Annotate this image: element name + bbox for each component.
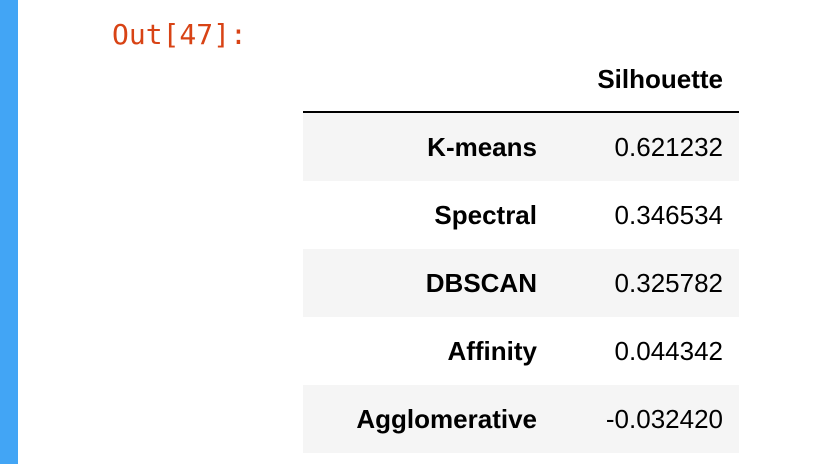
- table-row: Spectral 0.346534: [303, 181, 739, 249]
- row-label: K-means: [427, 131, 537, 162]
- row-value: 0.621232: [614, 131, 723, 162]
- index-header: [303, 47, 553, 113]
- table-row: Agglomerative -0.032420: [303, 385, 739, 453]
- row-label: Agglomerative: [356, 403, 537, 434]
- output-prompt: Out[47]:: [112, 18, 247, 51]
- table-row: DBSCAN 0.325782: [303, 249, 739, 317]
- column-header-silhouette: Silhouette: [553, 47, 739, 113]
- row-label: Spectral: [434, 199, 537, 230]
- row-value: 0.325782: [614, 267, 723, 298]
- row-value: -0.032420: [605, 403, 723, 434]
- table-row: K-means 0.621232: [303, 112, 739, 181]
- dataframe-table: Silhouette K-means 0.621232 Spectral 0.3…: [303, 47, 739, 453]
- row-label: Affinity: [447, 335, 537, 366]
- row-value: 0.044342: [614, 335, 723, 366]
- row-label: DBSCAN: [425, 267, 537, 298]
- table-row: Affinity 0.044342: [303, 317, 739, 385]
- cell-selection-bar[interactable]: [0, 0, 18, 464]
- table-header-row: Silhouette: [303, 47, 739, 113]
- row-value: 0.346534: [614, 199, 723, 230]
